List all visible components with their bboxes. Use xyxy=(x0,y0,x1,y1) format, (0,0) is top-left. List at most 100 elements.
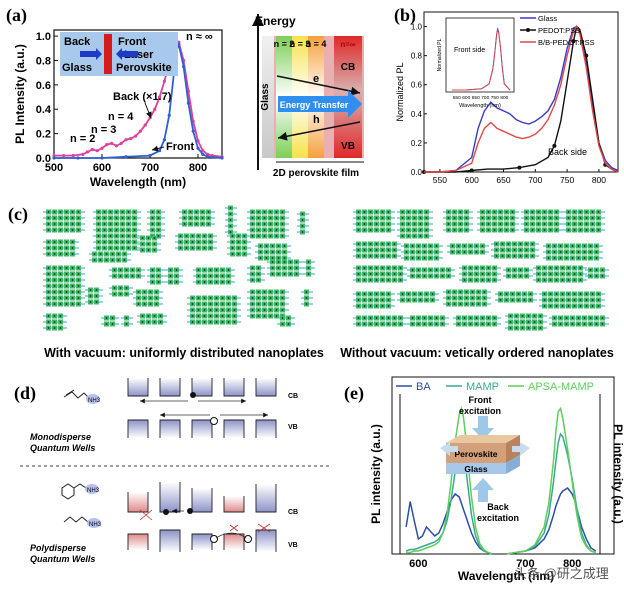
octahedron-center xyxy=(555,305,558,307)
octahedron-center xyxy=(401,293,404,295)
octahedron-center xyxy=(229,207,232,209)
octahedron-center xyxy=(257,229,260,231)
octahedron-center xyxy=(363,211,366,213)
octahedron-center xyxy=(121,235,124,237)
octahedron-center xyxy=(237,247,240,249)
panel-e-ylabel-left: PL intensity (a.u.) xyxy=(369,424,383,524)
octahedron-center xyxy=(565,245,568,247)
octahedron-center xyxy=(189,223,192,225)
octahedron-center xyxy=(119,269,122,271)
octahedron-center xyxy=(555,279,558,281)
octahedron-center xyxy=(121,247,124,249)
octahedron-center xyxy=(527,327,530,329)
octahedron-center xyxy=(435,323,438,325)
panel-a-diagram: Energy Glass n = 2 n = 3 n = 4 n=∞ CB VB… xyxy=(252,14,364,179)
panel-e-xlabel: Wavelength (nm) xyxy=(458,569,554,583)
octahedron-center xyxy=(109,223,112,225)
octahedron-center xyxy=(499,293,502,295)
octahedron-center xyxy=(369,267,372,269)
octahedron-center xyxy=(547,245,550,247)
poly-cb-well-fill xyxy=(160,482,180,512)
panel-e-label: (e) xyxy=(344,383,364,404)
panel-b-axes-box xyxy=(423,11,619,173)
octahedron-center xyxy=(407,217,410,219)
octahedron-center xyxy=(157,235,160,237)
octahedron-center xyxy=(519,269,522,271)
octahedron-center xyxy=(531,211,534,213)
octahedron-center xyxy=(375,229,378,231)
octahedron-center xyxy=(429,275,432,277)
mono-hole xyxy=(210,417,218,425)
octahedron-center xyxy=(281,297,284,299)
e-left-series-ba xyxy=(405,492,493,555)
octahedron-center xyxy=(59,279,62,281)
octahedron-center xyxy=(555,217,558,219)
octahedron-center xyxy=(453,223,456,225)
octahedron-center xyxy=(381,255,384,257)
octahedron-center xyxy=(549,267,552,269)
octahedron-center xyxy=(571,251,574,253)
a-point xyxy=(196,146,200,150)
nanoplate-left xyxy=(297,211,309,235)
octahedron-center xyxy=(513,255,516,257)
octahedron-center xyxy=(307,273,310,275)
e-right-xtick-label: 700 xyxy=(516,558,534,570)
octahedron-center xyxy=(555,223,558,225)
octahedron-center xyxy=(465,223,468,225)
panel-c-label: (c) xyxy=(8,204,28,225)
octahedron-center xyxy=(559,317,562,319)
panel-a-inset: Back Glass Front Laser Perovskite xyxy=(60,32,178,76)
mono-cb-well xyxy=(255,378,277,397)
panel-e: (e) 600 700 800 PL intensity (a.u.) PL int… xyxy=(344,376,624,583)
nanoplate-left xyxy=(165,267,183,285)
octahedron-center xyxy=(429,251,432,253)
mono-electron xyxy=(190,392,196,398)
octahedron-center xyxy=(579,299,582,301)
poly-cross-3b xyxy=(257,523,271,533)
octahedron-center xyxy=(281,235,284,237)
octahedron-center xyxy=(509,327,512,329)
legend-pedot-label: PEDOT:PSS xyxy=(538,26,580,35)
octahedron-center xyxy=(375,323,378,325)
octahedron-center xyxy=(233,321,236,323)
octahedron-center xyxy=(53,217,56,219)
octahedron-center xyxy=(263,303,266,305)
poly-cb-well-outline xyxy=(191,488,213,513)
inset-front-label: Front xyxy=(118,36,146,48)
glass-layer xyxy=(446,463,506,474)
octahedron-center xyxy=(227,297,230,299)
octahedron-center xyxy=(47,217,50,219)
octahedron-center xyxy=(289,261,292,263)
b-xtick-label: 800 xyxy=(592,175,606,185)
octahedron-center xyxy=(517,299,520,301)
octahedron-center xyxy=(53,273,56,275)
octahedron-center xyxy=(411,251,414,253)
mono-cb-well-outline xyxy=(223,378,245,397)
octahedron-center xyxy=(553,257,556,259)
octahedron-center xyxy=(133,235,136,237)
inset-ticks: 550 600 650 700 750 800 xyxy=(453,95,509,101)
octahedron-center xyxy=(531,229,534,231)
octahedron-center xyxy=(133,211,136,213)
a-point xyxy=(143,123,147,127)
octahedron-center xyxy=(265,251,268,253)
a-ytick-label: 0.6 xyxy=(36,80,51,92)
octahedron-center xyxy=(169,275,172,277)
octahedron-center xyxy=(583,317,586,319)
back-side-label: Back side xyxy=(548,147,587,157)
octahedron-center xyxy=(595,257,598,259)
octahedron-center xyxy=(197,303,200,305)
octahedron-center xyxy=(277,245,280,247)
octahedron-center xyxy=(121,211,124,213)
octahedron-center xyxy=(405,257,408,259)
nanoplate-left xyxy=(303,259,315,277)
octahedron-center xyxy=(417,257,420,259)
octahedron-center xyxy=(227,321,230,323)
mono-vb-well-fill xyxy=(160,420,180,438)
inset-box xyxy=(445,17,515,93)
a-point xyxy=(162,79,166,83)
a-point xyxy=(114,144,118,148)
octahedron-center xyxy=(59,253,62,255)
octahedron-center xyxy=(227,315,230,317)
octahedron-center xyxy=(111,317,114,319)
